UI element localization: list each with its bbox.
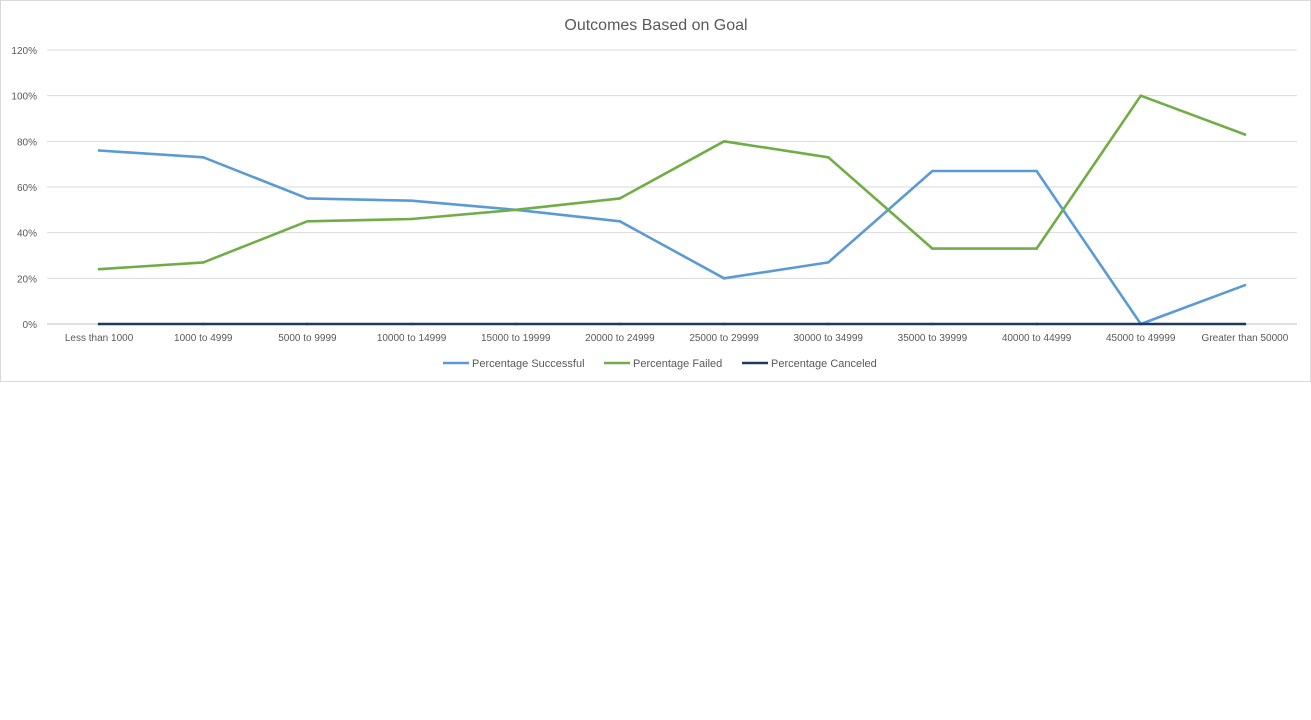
data-point [514,322,518,326]
series-line-1 [97,149,1247,326]
data-point [722,140,726,143]
data-point [618,322,622,326]
data-point [618,197,622,200]
x-tick-label: 5000 to 9999 [278,333,337,344]
data-point [97,267,101,271]
data-point [410,199,413,202]
x-tick-label: 20000 to 24999 [585,333,655,344]
y-tick-label: 80% [17,137,37,148]
data-point [1035,247,1038,250]
x-axis-ticks: Less than 1000 1000 to 4999 5000 to 9999 10… [65,333,1289,344]
data-point [1035,322,1038,326]
y-tick-label: 20% [17,274,37,285]
data-point [931,322,934,326]
data-point [722,322,726,326]
data-point [306,322,309,326]
x-tick-label: 45000 to 49999 [1106,333,1176,344]
line-chart: Outcomes Based on Goal 0% 20% 40% 60% 80% 100… [11,17,1297,370]
data-point [306,219,309,223]
x-tick-label: 10000 to 14999 [377,333,447,344]
data-point [931,169,934,173]
data-point [1139,322,1143,326]
x-tick-label: 15000 to 19999 [481,333,551,344]
chart-container: Outcomes Based on Goal 0% 20% 40% 60% 80% 100… [0,0,1311,382]
y-axis-ticks: 0% 20% 40% 60% 80% 100% 120% [11,46,37,331]
data-point [97,149,101,152]
x-tick-label: 1000 to 4999 [174,333,233,344]
data-point [931,247,934,250]
data-point [1243,133,1247,136]
y-tick-label: 60% [17,183,37,194]
legend-label: Percentage Successful [472,358,585,370]
series-line-2 [97,94,1247,271]
data-point [1035,169,1038,173]
data-point [201,322,205,326]
x-tick-label: 40000 to 44999 [1002,333,1072,344]
y-tick-label: 100% [11,92,37,103]
data-point [97,322,101,326]
legend-label: Percentage Canceled [771,358,877,370]
x-tick-label: 35000 to 39999 [898,333,968,344]
data-point [722,277,726,280]
data-point [1243,283,1247,287]
x-tick-label: Less than 1000 [65,333,134,344]
chart-title: Outcomes Based on Goal [564,17,747,34]
data-point [410,322,413,326]
data-point [201,261,205,264]
data-point [410,217,413,221]
data-point [1243,322,1247,326]
data-point [514,208,518,212]
x-tick-label: 30000 to 34999 [793,333,863,344]
legend: Percentage Successful Percentage Failed Pe… [443,358,877,370]
data-point [306,197,309,200]
legend-label: Percentage Failed [633,358,722,370]
y-tick-label: 40% [17,229,37,240]
y-tick-label: 120% [11,46,37,57]
data-point [826,156,830,159]
y-tick-label: 0% [23,320,38,331]
data-point [826,261,830,264]
data-point [1139,94,1143,97]
gridlines [47,49,1297,325]
data-point [826,322,830,326]
data-point [618,219,622,223]
data-point [201,156,205,159]
x-tick-label: 25000 to 29999 [689,333,759,344]
x-tick-label: Greater than 50000 [1202,333,1289,344]
series-lines [97,94,1247,326]
